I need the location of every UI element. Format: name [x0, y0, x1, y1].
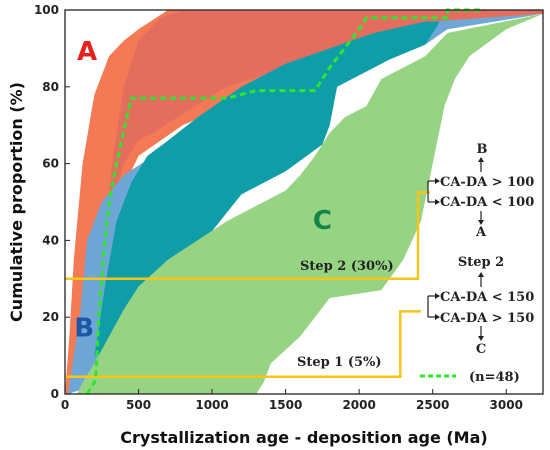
region-labels: A B C	[74, 37, 332, 343]
region-label-b: B	[74, 313, 94, 343]
flow-ca-gt-100: CA-DA > 100	[440, 175, 534, 190]
y-tick-label: 100	[34, 3, 59, 17]
flow-ca-lt-150: CA-DA < 150	[440, 290, 534, 305]
x-tick-label: 2500	[416, 398, 449, 412]
x-tick-label: 1000	[195, 398, 228, 412]
flow-step2: Step 2	[458, 255, 504, 270]
flow-arrow-upper-lt	[435, 199, 440, 205]
flow-label-b: B	[477, 142, 488, 157]
region-label-c: C	[313, 206, 332, 236]
flow-arrows	[427, 157, 484, 341]
flow-arrow-to-b	[478, 157, 484, 162]
x-axis-ticks: 0 500 1000 1500 2000 2500 3000	[61, 389, 523, 412]
y-axis-ticks: 0 20 40 60 80 100	[34, 3, 70, 401]
flow-arrow-to-c	[478, 336, 484, 341]
x-tick-label: 3000	[490, 398, 523, 412]
legend-label: (n=48)	[469, 370, 520, 385]
region-c	[76, 13, 544, 395]
region-overlap-1	[87, 10, 543, 375]
region-layer	[65, 10, 544, 395]
y-tick-label: 80	[42, 80, 59, 94]
y-axis-title: Cumulative proportion (%)	[7, 82, 26, 322]
flow-arrow-upper-gt	[435, 178, 440, 184]
dashed-series-layer	[85, 8, 485, 395]
decision-flow: B CA-DA > 100 CA-DA < 100 A Step 2 CA-DA…	[427, 142, 534, 357]
y-tick-label: 20	[42, 310, 59, 324]
x-tick-label: 0	[61, 398, 69, 412]
flow-ca-lt-100: CA-DA < 100	[440, 195, 534, 210]
x-axis-title: Crystallization age - deposition age (Ma…	[120, 428, 487, 447]
flow-arrow-to-a	[478, 220, 484, 225]
x-tick-label: 2000	[342, 398, 375, 412]
step-line-2	[65, 191, 430, 281]
y-tick-label: 60	[42, 157, 59, 171]
flow-label-c: C	[476, 342, 486, 357]
step-lines	[65, 191, 430, 378]
region-label-a: A	[77, 37, 97, 67]
flow-arrow-lower-lt	[435, 293, 440, 299]
flow-arrow-to-step2	[478, 272, 484, 277]
y-tick-label: 40	[42, 233, 59, 247]
x-tick-label: 500	[126, 398, 151, 412]
step1-label: Step 1 (5%)	[297, 355, 382, 370]
step-line-1	[65, 310, 421, 378]
flow-label-a: A	[475, 225, 487, 240]
dashed-series-line	[85, 8, 485, 395]
flow-ca-gt-150: CA-DA > 150	[440, 311, 534, 326]
plot-frame	[64, 9, 544, 395]
step2-label: Step 2 (30%)	[300, 259, 394, 274]
y-tick-label: 0	[51, 387, 59, 401]
legend: (n=48)	[420, 370, 520, 385]
flow-arrow-lower-gt	[435, 314, 440, 320]
x-tick-label: 1500	[269, 398, 302, 412]
